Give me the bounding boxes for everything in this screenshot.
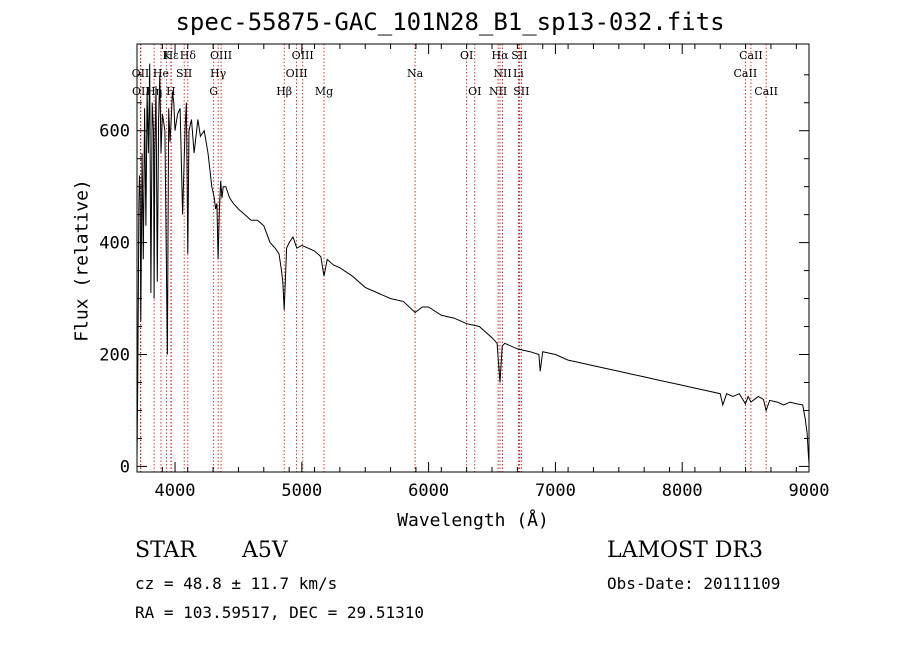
survey-name: LAMOST DR3 xyxy=(607,538,763,563)
observation-date: Obs-Date: 20111109 xyxy=(607,574,781,593)
line-label-26: SII xyxy=(513,85,529,98)
line-label-24: OI xyxy=(468,85,481,98)
line-label-5: OI xyxy=(460,49,473,62)
line-label-17: CaII xyxy=(734,67,758,80)
line-label-18: OII xyxy=(132,85,150,98)
spectral-subclass: A5V xyxy=(242,538,288,563)
x-tick-label-4: 8000 xyxy=(662,481,703,501)
line-label-20: H xyxy=(166,85,176,98)
line-label-14: Na xyxy=(407,67,424,80)
line-label-13: OIII xyxy=(286,67,308,80)
y-tick-label-3: 600 xyxy=(99,122,130,142)
line-label-3: OIII xyxy=(210,49,232,62)
line-label-25: NII xyxy=(489,85,507,98)
x-tick-label-2: 6000 xyxy=(408,481,449,501)
line-label-10: He xyxy=(153,67,169,80)
object-class: STAR xyxy=(135,538,196,563)
line-label-2: Hδ xyxy=(180,49,197,62)
x-tick-label-1: 5000 xyxy=(281,481,322,501)
emission-line-markers xyxy=(140,44,767,472)
y-tick-label-1: 200 xyxy=(99,346,130,366)
line-label-9: OII xyxy=(132,67,150,80)
redshift-velocity: cz = 48.8 ± 11.7 km/s xyxy=(135,574,338,593)
line-label-27: CaII xyxy=(754,85,778,98)
line-label-6: Hα xyxy=(491,49,509,62)
line-label-12: Hγ xyxy=(210,67,227,80)
y-tick-label-2: 400 xyxy=(99,234,130,254)
line-label-11: SII xyxy=(176,67,192,80)
coordinates: RA = 103.59517, DEC = 29.51310 xyxy=(135,603,424,622)
line-label-23: Mg xyxy=(315,85,333,98)
plot-frame xyxy=(136,43,810,473)
line-label-8: CaII xyxy=(739,49,763,62)
y-axis-label: Flux (relative) xyxy=(71,179,93,342)
line-label-21: G xyxy=(209,85,218,98)
x-tick-label-0: 4000 xyxy=(155,481,196,501)
x-tick-label-3: 7000 xyxy=(535,481,576,501)
line-label-15: NII xyxy=(493,67,511,80)
line-label-1: K xyxy=(163,49,172,62)
y-tick-label-0: 0 xyxy=(120,457,130,477)
axis-ticks: 4000 5000 6000 7000 8000 9000 0 200 400 600 xyxy=(99,44,829,501)
line-label-4: OIII xyxy=(292,49,314,62)
line-label-7: SII xyxy=(511,49,527,62)
x-axis-label: Wavelength (Å) xyxy=(397,510,549,531)
x-tick-label-5: 9000 xyxy=(789,481,830,501)
line-label-16: Li xyxy=(513,67,524,80)
line-label-22: Hβ xyxy=(276,85,292,98)
spectrum-line xyxy=(136,63,810,464)
chart-title: spec-55875-GAC_101N28_B1_sp13-032.fits xyxy=(175,8,725,36)
